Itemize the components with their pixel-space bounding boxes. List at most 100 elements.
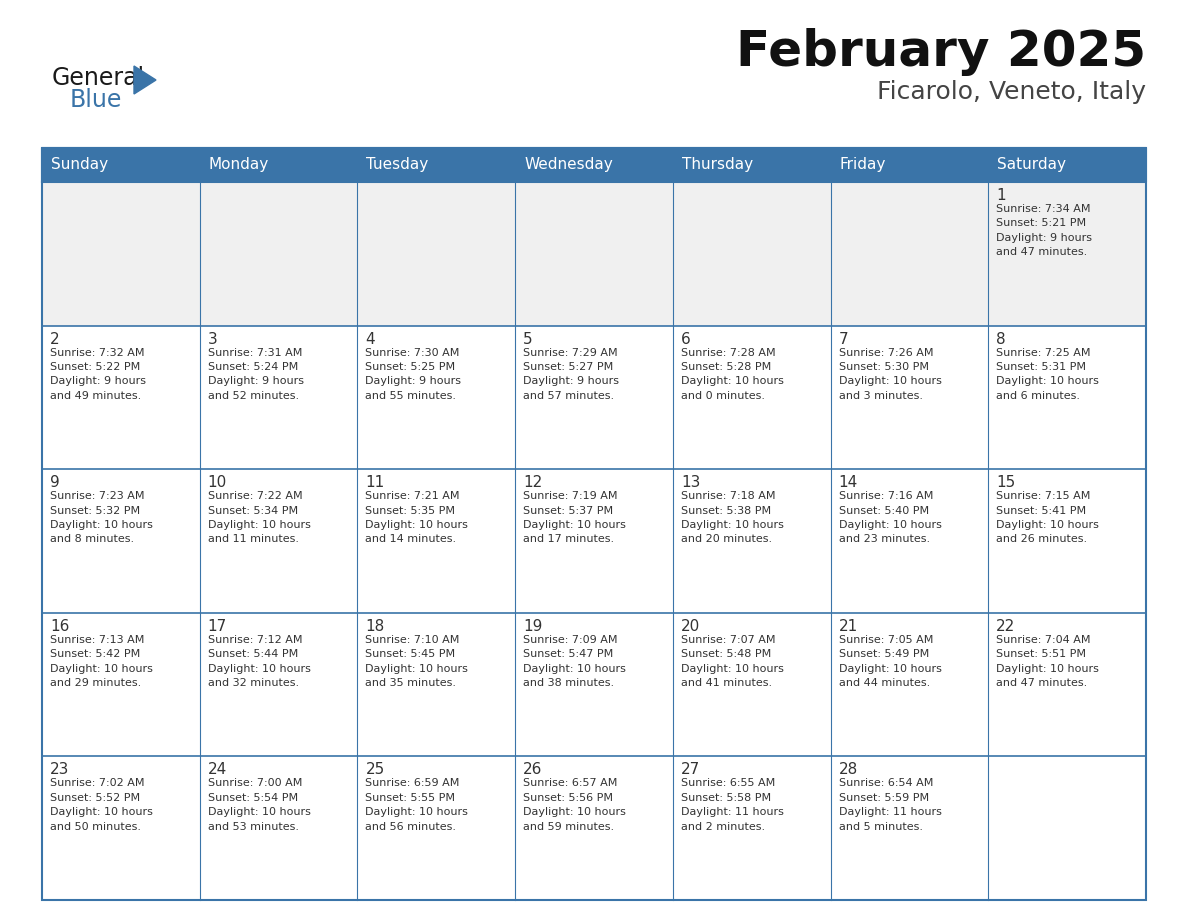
Text: Sunrise: 7:00 AM
Sunset: 5:54 PM
Daylight: 10 hours
and 53 minutes.: Sunrise: 7:00 AM Sunset: 5:54 PM Dayligh… bbox=[208, 778, 310, 832]
Bar bbox=[42, 756, 200, 900]
Text: Sunrise: 7:10 AM
Sunset: 5:45 PM
Daylight: 10 hours
and 35 minutes.: Sunrise: 7:10 AM Sunset: 5:45 PM Dayligh… bbox=[366, 635, 468, 688]
Bar bbox=[672, 148, 830, 182]
Text: 22: 22 bbox=[997, 619, 1016, 633]
Bar bbox=[42, 326, 200, 469]
Text: Sunrise: 7:28 AM
Sunset: 5:28 PM
Daylight: 10 hours
and 0 minutes.: Sunrise: 7:28 AM Sunset: 5:28 PM Dayligh… bbox=[681, 348, 784, 401]
Text: 25: 25 bbox=[366, 763, 385, 778]
Bar bbox=[42, 613, 200, 756]
Text: Sunrise: 7:21 AM
Sunset: 5:35 PM
Daylight: 10 hours
and 14 minutes.: Sunrise: 7:21 AM Sunset: 5:35 PM Dayligh… bbox=[366, 491, 468, 544]
Text: Sunrise: 7:13 AM
Sunset: 5:42 PM
Daylight: 10 hours
and 29 minutes.: Sunrise: 7:13 AM Sunset: 5:42 PM Dayligh… bbox=[50, 635, 153, 688]
Text: Sunrise: 7:18 AM
Sunset: 5:38 PM
Daylight: 10 hours
and 20 minutes.: Sunrise: 7:18 AM Sunset: 5:38 PM Dayligh… bbox=[681, 491, 784, 544]
Bar bbox=[672, 756, 830, 900]
Text: 23: 23 bbox=[50, 763, 69, 778]
Bar bbox=[830, 756, 988, 900]
Text: 28: 28 bbox=[839, 763, 858, 778]
Bar bbox=[830, 613, 988, 756]
Bar bbox=[200, 182, 358, 326]
Bar bbox=[358, 469, 516, 613]
Bar bbox=[42, 148, 1146, 900]
Text: 20: 20 bbox=[681, 619, 700, 633]
Text: Sunrise: 7:16 AM
Sunset: 5:40 PM
Daylight: 10 hours
and 23 minutes.: Sunrise: 7:16 AM Sunset: 5:40 PM Dayligh… bbox=[839, 491, 941, 544]
Text: 9: 9 bbox=[50, 476, 59, 490]
Bar bbox=[988, 756, 1146, 900]
Text: Saturday: Saturday bbox=[997, 158, 1067, 173]
Bar bbox=[358, 756, 516, 900]
Text: Sunrise: 6:54 AM
Sunset: 5:59 PM
Daylight: 11 hours
and 5 minutes.: Sunrise: 6:54 AM Sunset: 5:59 PM Dayligh… bbox=[839, 778, 941, 832]
Bar bbox=[516, 613, 672, 756]
Text: 19: 19 bbox=[523, 619, 543, 633]
Bar bbox=[830, 469, 988, 613]
Text: Sunrise: 7:15 AM
Sunset: 5:41 PM
Daylight: 10 hours
and 26 minutes.: Sunrise: 7:15 AM Sunset: 5:41 PM Dayligh… bbox=[997, 491, 1099, 544]
Bar bbox=[516, 469, 672, 613]
Text: 26: 26 bbox=[523, 763, 543, 778]
Bar bbox=[358, 613, 516, 756]
Text: Sunrise: 7:30 AM
Sunset: 5:25 PM
Daylight: 9 hours
and 55 minutes.: Sunrise: 7:30 AM Sunset: 5:25 PM Dayligh… bbox=[366, 348, 461, 401]
Text: 8: 8 bbox=[997, 331, 1006, 347]
Bar bbox=[42, 469, 200, 613]
Text: Sunrise: 7:31 AM
Sunset: 5:24 PM
Daylight: 9 hours
and 52 minutes.: Sunrise: 7:31 AM Sunset: 5:24 PM Dayligh… bbox=[208, 348, 304, 401]
Text: Thursday: Thursday bbox=[682, 158, 753, 173]
Bar bbox=[358, 182, 516, 326]
Text: Sunrise: 7:12 AM
Sunset: 5:44 PM
Daylight: 10 hours
and 32 minutes.: Sunrise: 7:12 AM Sunset: 5:44 PM Dayligh… bbox=[208, 635, 310, 688]
Bar bbox=[200, 148, 358, 182]
Text: 11: 11 bbox=[366, 476, 385, 490]
Text: 16: 16 bbox=[50, 619, 69, 633]
Text: 4: 4 bbox=[366, 331, 375, 347]
Bar bbox=[358, 148, 516, 182]
Text: 24: 24 bbox=[208, 763, 227, 778]
Text: 17: 17 bbox=[208, 619, 227, 633]
Text: February 2025: February 2025 bbox=[735, 28, 1146, 76]
Text: 7: 7 bbox=[839, 331, 848, 347]
Text: 13: 13 bbox=[681, 476, 700, 490]
Text: Sunrise: 7:05 AM
Sunset: 5:49 PM
Daylight: 10 hours
and 44 minutes.: Sunrise: 7:05 AM Sunset: 5:49 PM Dayligh… bbox=[839, 635, 941, 688]
Text: Sunrise: 7:04 AM
Sunset: 5:51 PM
Daylight: 10 hours
and 47 minutes.: Sunrise: 7:04 AM Sunset: 5:51 PM Dayligh… bbox=[997, 635, 1099, 688]
Text: Sunrise: 7:34 AM
Sunset: 5:21 PM
Daylight: 9 hours
and 47 minutes.: Sunrise: 7:34 AM Sunset: 5:21 PM Dayligh… bbox=[997, 204, 1092, 257]
Text: Sunrise: 7:02 AM
Sunset: 5:52 PM
Daylight: 10 hours
and 50 minutes.: Sunrise: 7:02 AM Sunset: 5:52 PM Dayligh… bbox=[50, 778, 153, 832]
Text: 6: 6 bbox=[681, 331, 690, 347]
Bar bbox=[516, 148, 672, 182]
Bar bbox=[358, 326, 516, 469]
Bar bbox=[988, 469, 1146, 613]
Text: Tuesday: Tuesday bbox=[366, 158, 429, 173]
Bar bbox=[200, 613, 358, 756]
Text: Sunrise: 6:55 AM
Sunset: 5:58 PM
Daylight: 11 hours
and 2 minutes.: Sunrise: 6:55 AM Sunset: 5:58 PM Dayligh… bbox=[681, 778, 784, 832]
Polygon shape bbox=[134, 66, 156, 94]
Bar bbox=[988, 148, 1146, 182]
Text: Sunrise: 6:59 AM
Sunset: 5:55 PM
Daylight: 10 hours
and 56 minutes.: Sunrise: 6:59 AM Sunset: 5:55 PM Dayligh… bbox=[366, 778, 468, 832]
Text: 27: 27 bbox=[681, 763, 700, 778]
Bar bbox=[672, 469, 830, 613]
Bar bbox=[516, 182, 672, 326]
Bar bbox=[516, 326, 672, 469]
Text: 10: 10 bbox=[208, 476, 227, 490]
Bar bbox=[672, 326, 830, 469]
Text: 15: 15 bbox=[997, 476, 1016, 490]
Text: 5: 5 bbox=[523, 331, 532, 347]
Text: Friday: Friday bbox=[840, 158, 886, 173]
Bar bbox=[988, 613, 1146, 756]
Bar bbox=[200, 326, 358, 469]
Text: Monday: Monday bbox=[209, 158, 268, 173]
Text: Sunrise: 7:22 AM
Sunset: 5:34 PM
Daylight: 10 hours
and 11 minutes.: Sunrise: 7:22 AM Sunset: 5:34 PM Dayligh… bbox=[208, 491, 310, 544]
Bar bbox=[672, 182, 830, 326]
Bar bbox=[988, 326, 1146, 469]
Bar bbox=[200, 756, 358, 900]
Text: Sunrise: 7:23 AM
Sunset: 5:32 PM
Daylight: 10 hours
and 8 minutes.: Sunrise: 7:23 AM Sunset: 5:32 PM Dayligh… bbox=[50, 491, 153, 544]
Text: Wednesday: Wednesday bbox=[524, 158, 613, 173]
Bar bbox=[42, 182, 200, 326]
Text: Sunrise: 7:25 AM
Sunset: 5:31 PM
Daylight: 10 hours
and 6 minutes.: Sunrise: 7:25 AM Sunset: 5:31 PM Dayligh… bbox=[997, 348, 1099, 401]
Text: Sunrise: 7:09 AM
Sunset: 5:47 PM
Daylight: 10 hours
and 38 minutes.: Sunrise: 7:09 AM Sunset: 5:47 PM Dayligh… bbox=[523, 635, 626, 688]
Text: 18: 18 bbox=[366, 619, 385, 633]
Text: 21: 21 bbox=[839, 619, 858, 633]
Text: 3: 3 bbox=[208, 331, 217, 347]
Bar bbox=[200, 469, 358, 613]
Text: Blue: Blue bbox=[70, 88, 122, 112]
Bar bbox=[672, 613, 830, 756]
Text: 12: 12 bbox=[523, 476, 543, 490]
Bar bbox=[830, 148, 988, 182]
Text: Sunrise: 6:57 AM
Sunset: 5:56 PM
Daylight: 10 hours
and 59 minutes.: Sunrise: 6:57 AM Sunset: 5:56 PM Dayligh… bbox=[523, 778, 626, 832]
Bar bbox=[830, 182, 988, 326]
Bar bbox=[42, 148, 200, 182]
Text: Sunrise: 7:29 AM
Sunset: 5:27 PM
Daylight: 9 hours
and 57 minutes.: Sunrise: 7:29 AM Sunset: 5:27 PM Dayligh… bbox=[523, 348, 619, 401]
Text: 2: 2 bbox=[50, 331, 59, 347]
Text: 14: 14 bbox=[839, 476, 858, 490]
